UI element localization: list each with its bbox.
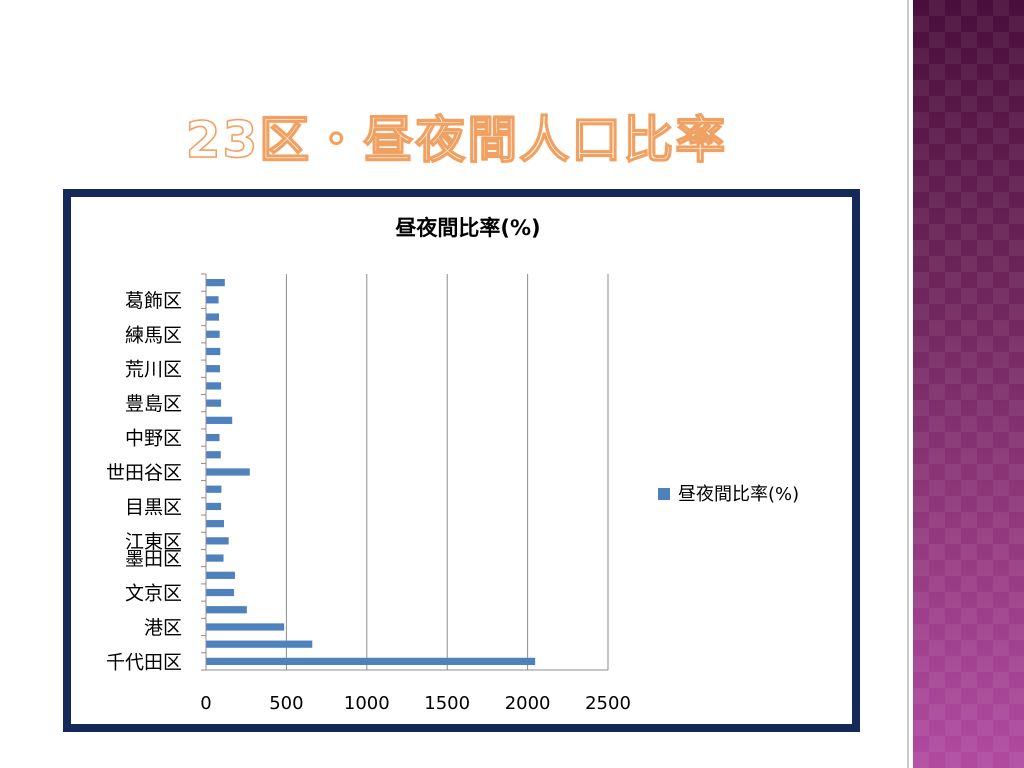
x-tick-labels: 0 500 1000 1500 2000 2500 [200, 693, 631, 714]
bar [206, 623, 285, 631]
category-label: 港区 [144, 617, 182, 639]
x-tick-label: 500 [269, 693, 303, 714]
category-label: 世田谷区 [106, 462, 182, 484]
chart-legend: 昼夜間比率(%) [658, 484, 799, 505]
bar [206, 278, 225, 287]
chart-bars [206, 278, 536, 666]
category-label: 中野区 [125, 428, 182, 450]
category-label: 千代田区 [106, 651, 182, 673]
chart-gridlines [285, 274, 609, 670]
category-label: 文京区 [125, 583, 182, 605]
category-label: 豊島区 [125, 393, 182, 415]
bar [206, 330, 220, 338]
bar [206, 347, 221, 356]
bar [206, 502, 222, 511]
bar [206, 382, 222, 390]
bar [206, 606, 247, 614]
x-tick-label: 1000 [344, 693, 390, 714]
bar [206, 296, 219, 304]
bar [206, 313, 220, 321]
category-label: 目黒区 [125, 496, 182, 518]
bar [206, 399, 222, 407]
category-label: 江東区 [125, 531, 182, 553]
chart-frame: 昼夜間比率(%) 千代田区 港区 文京区 墨田区 江東区 目黒区 世田谷区 中野区 豊島区 荒川区… [63, 189, 860, 732]
slide-title: 23区・昼夜間人口比率 [185, 110, 728, 170]
category-label: 練馬区 [125, 324, 182, 346]
x-tick-label: 2500 [585, 693, 631, 714]
bar [206, 520, 225, 528]
bar [206, 554, 224, 562]
chart-title: 昼夜間比率(%) [395, 216, 540, 240]
bar [206, 416, 233, 424]
x-tick-label: 2000 [505, 693, 551, 714]
x-tick-label: 0 [200, 693, 211, 714]
bar [206, 537, 229, 545]
bar [206, 433, 220, 442]
chart-area: 昼夜間比率(%) 千代田区 港区 文京区 墨田区 江東区 目黒区 世田谷区 中野区 豊島区 荒川区… [71, 197, 852, 724]
chart-axes [201, 273, 608, 671]
category-label: 墨田区 [125, 548, 182, 570]
decorative-side-band [913, 0, 1024, 768]
bar [206, 657, 536, 666]
bar [206, 468, 250, 476]
category-label: 荒川区 [125, 359, 182, 381]
bar [206, 485, 222, 493]
bar [206, 451, 221, 459]
legend-label: 昼夜間比率(%) [678, 484, 799, 505]
x-tick-label: 1500 [424, 693, 470, 714]
legend-swatch [658, 488, 670, 500]
bar [206, 640, 313, 648]
side-divider-line [907, 0, 909, 768]
category-label: 葛飾区 [125, 290, 182, 312]
bar [206, 588, 234, 597]
bar [206, 365, 220, 373]
bar [206, 571, 235, 579]
